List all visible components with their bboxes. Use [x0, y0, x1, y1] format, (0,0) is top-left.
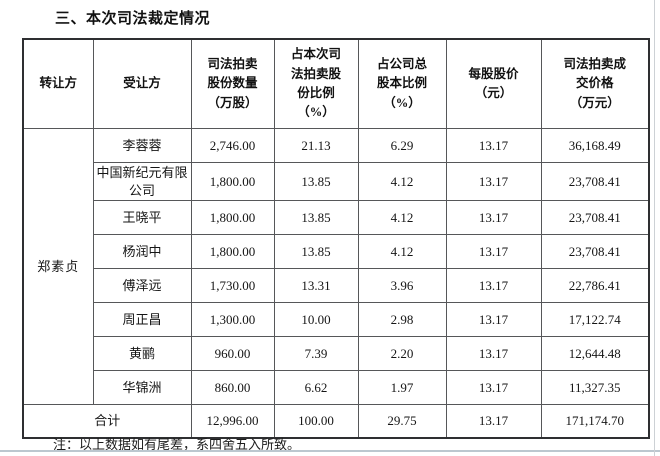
- pct-auction-cell: 21.13: [273, 128, 359, 163]
- table-row: 华锦洲 860.00 6.62 1.97 13.17 11,327.35: [23, 370, 650, 406]
- transferee-cell: 周正昌: [92, 302, 192, 338]
- price-cell: 13.17: [445, 128, 542, 163]
- section-title: 三、本次司法裁定情况: [55, 11, 211, 27]
- quantity-cell: 1,800.00: [190, 234, 275, 270]
- amount-cell: 23,708.41: [540, 200, 650, 236]
- transferee-cell: 傅泽远: [92, 268, 192, 304]
- transferee-cell: 王晓平: [92, 200, 192, 236]
- amount-cell: 22,786.41: [540, 268, 650, 304]
- col-header-price: 每股股价 （元）: [445, 38, 542, 129]
- quantity-cell: 1,800.00: [190, 200, 275, 236]
- pct-auction-cell: 10.00: [273, 302, 359, 338]
- total-pct-capital-cell: 29.75: [357, 404, 447, 439]
- pct-capital-cell: 3.96: [357, 268, 447, 304]
- total-amount-cell: 171,174.70: [540, 404, 650, 439]
- table-row: 杨润中 1,800.00 13.85 4.12 13.17 23,708.41: [23, 234, 650, 270]
- table-row: 周正昌 1,300.00 10.00 2.98 13.17 17,122.74: [23, 302, 650, 338]
- pct-auction-cell: 13.31: [273, 268, 359, 304]
- transferee-cell: 黄鹂: [92, 336, 192, 372]
- quantity-cell: 860.00: [190, 370, 275, 406]
- total-label-cell: 合计: [22, 404, 192, 439]
- price-cell: 13.17: [445, 336, 542, 372]
- col-header-transferor: 转让方: [22, 38, 94, 129]
- col-header-pct-auction: 占本次司 法拍卖股 份比例 （%）: [273, 38, 359, 129]
- amount-cell: 11,327.35: [540, 370, 650, 406]
- pct-auction-cell: 13.85: [273, 234, 359, 270]
- pct-capital-cell: 4.12: [357, 234, 447, 270]
- price-cell: 13.17: [445, 268, 542, 304]
- total-price-cell: 13.17: [445, 404, 542, 439]
- quantity-cell: 1,730.00: [190, 268, 275, 304]
- price-cell: 13.17: [445, 200, 542, 236]
- total-row: 合计 12,996.00 100.00 29.75 13.17 171,174.…: [22, 404, 650, 439]
- bottom-divider-line: [0, 450, 660, 452]
- right-page-edge-line: [654, 0, 655, 456]
- transferee-cell: 中国新纪元有限公司: [92, 161, 192, 202]
- col-header-quantity: 司法拍卖 股份数量 （万股）: [190, 38, 275, 129]
- transferee-cell: 杨润中: [92, 234, 192, 270]
- header-row: 转让方 受让方 司法拍卖 股份数量 （万股） 占本次司 法拍卖股 份比例 （%）…: [22, 38, 650, 129]
- table-row: 郑素贞 李蓉蓉 2,746.00 21.13 6.29 13.17 36,168…: [22, 127, 650, 406]
- transferee-cell: 华锦洲: [92, 370, 192, 406]
- judicial-ruling-table: 转让方 受让方 司法拍卖 股份数量 （万股） 占本次司 法拍卖股 份比例 （%）…: [22, 38, 650, 440]
- amount-cell: 23,708.41: [540, 234, 650, 270]
- pct-capital-cell: 2.20: [357, 336, 447, 372]
- amount-cell: 23,708.41: [540, 161, 650, 202]
- footnote: 注：以上数据如有尾差，系四舍五入所致。: [53, 437, 301, 452]
- transferor-cell: 郑素贞: [22, 127, 94, 406]
- amount-cell: 36,168.49: [540, 128, 650, 163]
- pct-auction-cell: 7.39: [273, 336, 359, 372]
- transferee-cell: 李蓉蓉: [92, 128, 192, 163]
- pct-auction-cell: 13.85: [273, 200, 359, 236]
- table-row: 傅泽远 1,730.00 13.31 3.96 13.17 22,786.41: [23, 268, 650, 304]
- pct-capital-cell: 1.97: [357, 370, 447, 406]
- price-cell: 13.17: [445, 234, 542, 270]
- table-row: 中国新纪元有限公司 1,800.00 13.85 4.12 13.17 23,7…: [23, 161, 650, 202]
- pct-auction-cell: 13.85: [273, 161, 359, 202]
- col-header-transferee: 受让方: [92, 38, 192, 129]
- price-cell: 13.17: [445, 370, 542, 406]
- quantity-cell: 1,800.00: [190, 161, 275, 202]
- price-cell: 13.17: [445, 302, 542, 338]
- pct-auction-cell: 6.62: [273, 370, 359, 406]
- col-header-pct-capital: 占公司总 股本比例 （%）: [357, 38, 447, 129]
- total-quantity-cell: 12,996.00: [190, 404, 275, 439]
- price-cell: 13.17: [445, 161, 542, 202]
- pct-capital-cell: 4.12: [357, 200, 447, 236]
- pct-capital-cell: 4.12: [357, 161, 447, 202]
- amount-cell: 12,644.48: [540, 336, 650, 372]
- amount-cell: 17,122.74: [540, 302, 650, 338]
- pct-capital-cell: 6.29: [357, 128, 447, 163]
- quantity-cell: 2,746.00: [190, 128, 275, 163]
- quantity-cell: 1,300.00: [190, 302, 275, 338]
- pct-capital-cell: 2.98: [357, 302, 447, 338]
- table-row: 黄鹂 960.00 7.39 2.20 13.17 12,644.48: [23, 336, 650, 372]
- col-header-amount: 司法拍卖成 交价格 （万元）: [540, 38, 650, 129]
- table-row: 王晓平 1,800.00 13.85 4.12 13.17 23,708.41: [23, 200, 650, 236]
- quantity-cell: 960.00: [190, 336, 275, 372]
